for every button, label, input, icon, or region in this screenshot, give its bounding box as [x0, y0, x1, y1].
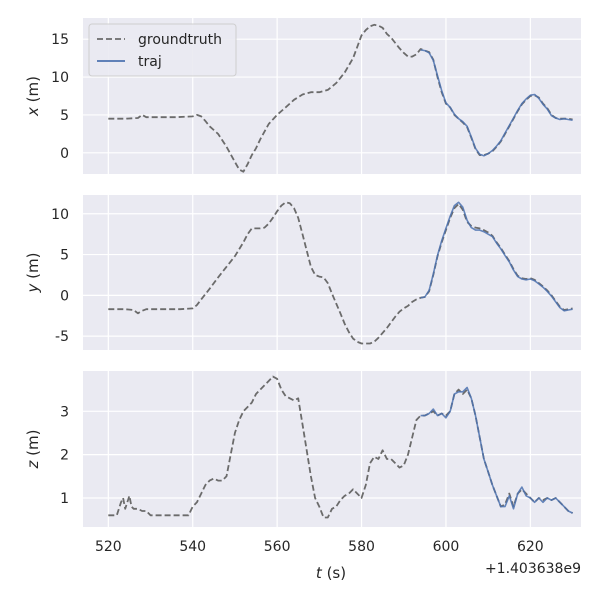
x-tick-label: 600 — [433, 539, 460, 555]
y-tick-label: 0 — [60, 146, 69, 162]
y-tick-label: 1 — [60, 491, 69, 507]
plot-area — [83, 195, 581, 350]
x-tick-label: 540 — [179, 539, 206, 555]
panel-x: 0 5 10 15 x (m) groundtruth traj — [24, 18, 581, 174]
y-tick-label: 15 — [51, 32, 69, 48]
legend: groundtruth traj — [88, 23, 237, 77]
x-tick-label: 620 — [517, 539, 544, 555]
y-axis-label-unit: (m) — [24, 430, 42, 461]
series-line-traj — [420, 386, 573, 514]
y-tick-label: 5 — [60, 248, 69, 264]
y-axis-label-unit: (m) — [24, 253, 42, 284]
x-axis-label: t (s) — [316, 564, 346, 582]
y-axis-label-symbol: y — [24, 282, 42, 293]
y-tick-label: 0 — [60, 288, 69, 304]
y-tick-label: 10 — [51, 207, 69, 223]
panel-z: 520 540 560 580 600 620 1 2 3 z (m) — [24, 371, 581, 555]
y-tick-label: -5 — [55, 329, 69, 345]
y-axis-label: y (m) — [24, 253, 42, 294]
x-tick-label: 560 — [264, 539, 291, 555]
y-axis-label: x (m) — [24, 76, 42, 117]
x-tick-label: 580 — [348, 539, 375, 555]
legend-label-groundtruth: groundtruth — [138, 32, 222, 48]
x-axis-offset-label: +1.403638e9 — [485, 561, 581, 577]
x-axis-label-symbol: t — [316, 564, 323, 582]
y-tick-label: 3 — [60, 404, 69, 420]
y-tick-label: 5 — [60, 108, 69, 124]
x-tick-label: 520 — [95, 539, 122, 555]
y-tick-label: 10 — [51, 70, 69, 86]
panel-y: -5 0 5 10 y (m) — [24, 195, 581, 350]
y-tick-label: 2 — [60, 448, 69, 464]
series-line-traj — [420, 49, 573, 157]
legend-label-traj: traj — [138, 54, 162, 70]
y-axis-label-symbol: x — [24, 107, 42, 117]
y-axis-label: z (m) — [24, 430, 42, 470]
x-axis-label-unit: (s) — [322, 564, 346, 582]
y-axis-label-symbol: z — [24, 459, 42, 469]
y-axis-label-unit: (m) — [24, 76, 42, 107]
legend-frame — [88, 23, 237, 77]
series-line-traj — [420, 201, 573, 312]
